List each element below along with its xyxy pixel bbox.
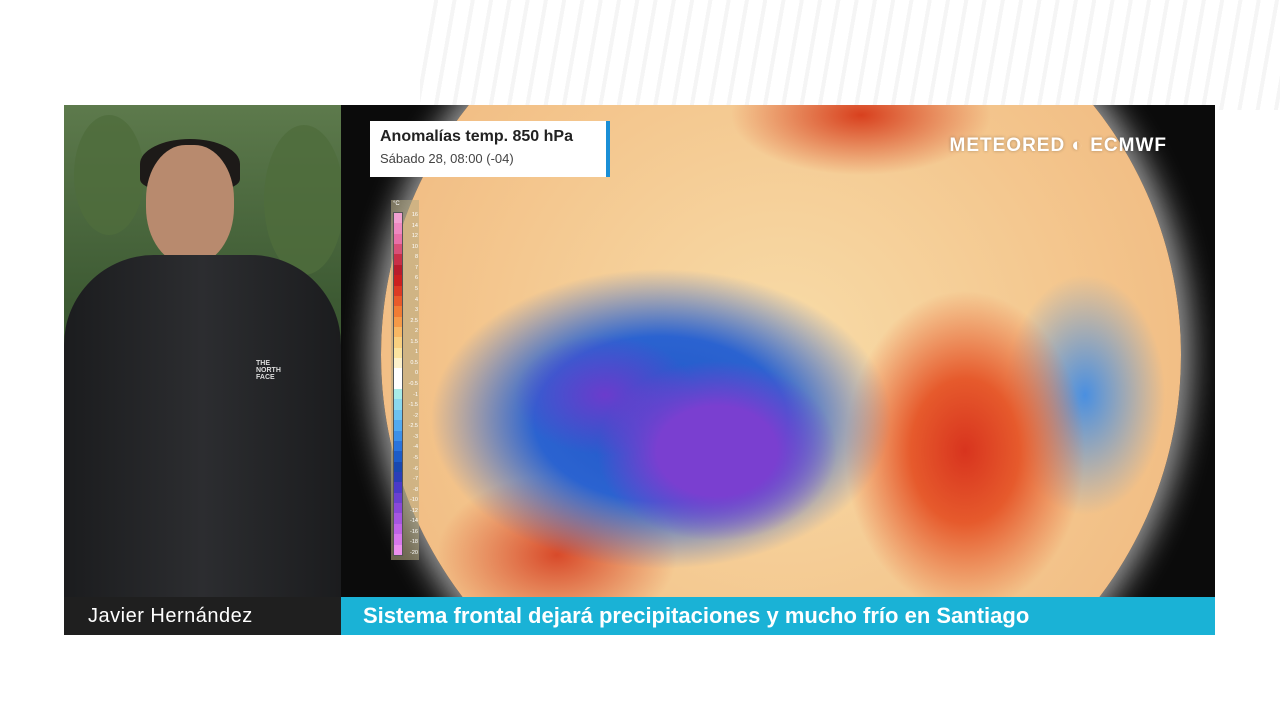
legend-label: -16 xyxy=(410,528,418,535)
legend-swatch xyxy=(394,264,402,276)
legend-swatch xyxy=(394,306,402,317)
map-title-box: Anomalías temp. 850 hPa Sábado 28, 08:00… xyxy=(370,121,610,177)
legend-swatch xyxy=(394,326,402,338)
legend-swatch xyxy=(394,275,402,286)
legend-swatch xyxy=(394,503,402,514)
legend-label: -1.5 xyxy=(408,402,418,409)
presenter-face xyxy=(146,145,234,265)
legend-label: -20 xyxy=(410,550,418,556)
map-title: Anomalías temp. 850 hPa xyxy=(380,128,573,145)
presenter-jacket xyxy=(64,255,341,597)
legend-swatch xyxy=(394,368,402,379)
legend-swatch xyxy=(394,534,402,545)
legend-label: -2.5 xyxy=(408,423,418,430)
legend-swatch xyxy=(394,378,402,390)
headline-bar: Sistema frontal dejará precipitaciones y… xyxy=(341,597,1215,635)
legend-swatch xyxy=(394,420,402,431)
legend-unit: °C xyxy=(393,201,400,207)
legend-swatch xyxy=(394,513,402,524)
presenter-name-bar: Javier Hernández xyxy=(64,597,341,635)
legend-swatch xyxy=(394,409,402,421)
legend-label: 8 xyxy=(414,254,418,261)
legend-label: -4 xyxy=(413,444,418,451)
legend-swatch xyxy=(394,316,402,327)
legend-swatch xyxy=(394,482,402,493)
legend-swatch xyxy=(394,358,402,369)
legend-label: -3 xyxy=(413,433,418,440)
legend-label: 1 xyxy=(414,349,418,356)
legend-swatch xyxy=(394,213,402,224)
legend-label: 7 xyxy=(414,264,418,271)
broadcast-frame: THE NORTH FACE Javier Hernández Anomalías … xyxy=(64,105,1215,635)
legend-swatch xyxy=(394,523,402,535)
legend-label: -1 xyxy=(413,391,418,398)
headline-text: Sistema frontal dejará precipitaciones y… xyxy=(363,603,1030,628)
legend-swatch xyxy=(394,285,402,296)
legend-swatch xyxy=(394,389,402,400)
background-pattern xyxy=(420,0,1280,110)
presenter-video: THE NORTH FACE xyxy=(64,105,341,597)
legend-label: -14 xyxy=(410,518,418,525)
legend-label: 5 xyxy=(414,285,418,292)
legend-label: -8 xyxy=(413,486,418,493)
legend-swatch xyxy=(394,399,402,410)
legend-swatch xyxy=(394,451,402,462)
legend-label: -2 xyxy=(413,412,418,419)
legend-swatch xyxy=(394,223,402,234)
legend-label: 14 xyxy=(411,222,418,229)
legend-label: 3 xyxy=(414,307,418,314)
legend-swatch xyxy=(394,295,402,307)
legend-labels: 16 14 12 10 8 7 6 5 4 3 2.5 2 1.5 1 0.5 0 -0.5 -1 -1.5 -2 -2… xyxy=(404,212,418,556)
brand-logo: METEORED ◐ ECMWF xyxy=(949,135,1167,156)
legend-label: 12 xyxy=(411,233,418,240)
legend-label: 2 xyxy=(414,328,418,335)
legend-label: -6 xyxy=(413,465,418,472)
temperature-anomaly-map: Anomalías temp. 850 hPa Sábado 28, 08:00… xyxy=(341,105,1215,597)
legend-swatch xyxy=(394,254,402,265)
presenter-name: Javier Hernández xyxy=(88,605,253,627)
legend-label: 10 xyxy=(411,243,418,250)
legend-swatch xyxy=(394,244,402,255)
legend-label: -12 xyxy=(410,507,418,514)
legend-label: 2.5 xyxy=(410,317,418,324)
legend-label: -18 xyxy=(410,539,418,546)
legend-label: -5 xyxy=(413,454,418,461)
legend-swatch xyxy=(394,440,402,452)
jacket-logo: THE NORTH FACE xyxy=(256,360,281,381)
color-legend: °C 16 14 12 10 8 7 6 5 4 3 2.5 2 1.5 1 0.5 0 -0.5 -1 -1.5 -… xyxy=(391,200,419,560)
legend-swatch xyxy=(394,471,402,483)
legend-label: -10 xyxy=(410,497,418,504)
legend-swatch xyxy=(394,347,402,359)
legend-label: -0.5 xyxy=(408,381,418,387)
legend-swatch xyxy=(394,461,402,472)
legend-label: 6 xyxy=(414,275,418,282)
legend-swatch xyxy=(394,492,402,504)
legend-label: 4 xyxy=(414,296,418,303)
legend-label: 16 xyxy=(411,212,418,218)
legend-label: -7 xyxy=(413,476,418,483)
legend-label: 1.5 xyxy=(410,338,418,345)
map-subtitle: Sábado 28, 08:00 (-04) xyxy=(380,151,514,166)
legend-swatch xyxy=(394,233,402,245)
legend-swatch xyxy=(394,430,402,441)
legend-swatch xyxy=(394,544,402,555)
legend-label: 0 xyxy=(414,370,418,377)
legend-label: 0.5 xyxy=(410,359,418,366)
globe xyxy=(381,105,1181,597)
legend-swatch xyxy=(394,337,402,348)
legend-swatches xyxy=(393,212,403,556)
